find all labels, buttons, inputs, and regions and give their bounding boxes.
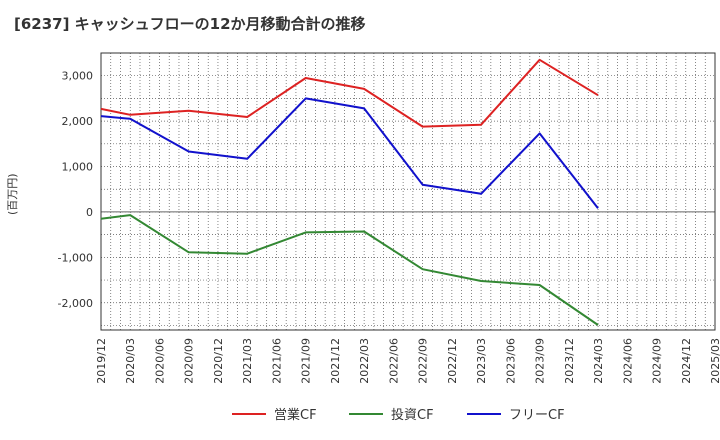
x-tick-label: 2021/12 <box>329 338 342 384</box>
x-tick-label: 2022/03 <box>358 338 371 384</box>
x-tick-label: 2025/03 <box>709 338 720 384</box>
legend-label-1: 営業CF <box>274 407 317 423</box>
y-tick-label: 0 <box>86 206 93 219</box>
x-tick-label: 2020/03 <box>124 338 137 384</box>
x-tick-label: 2021/09 <box>300 338 313 384</box>
legend-layer: 営業CF 投資CF フリーCF <box>232 407 565 423</box>
plot-frame <box>100 52 716 331</box>
x-tick-label: 2020/12 <box>212 338 225 384</box>
x-tick-label: 2021/03 <box>241 338 254 384</box>
series-line-2 <box>100 214 599 326</box>
y-tick-label: -1,000 <box>58 251 93 264</box>
y-tick-label: -2,000 <box>58 297 93 310</box>
x-tick-label: 2021/06 <box>270 338 283 384</box>
x-tick-label: 2019/12 <box>95 338 108 384</box>
y-tick-label: 3,000 <box>62 70 94 83</box>
legend-label-3: フリーCF <box>509 408 565 423</box>
series-line-1 <box>100 58 599 128</box>
axis-layer: -2,000 -1,000 0 1,000 2,000 3,000 2019/12 2020/… <box>58 52 720 384</box>
x-tick-label: 2024/06 <box>621 338 634 384</box>
y-tick-label: 1,000 <box>62 161 94 174</box>
x-tick-label: 2023/09 <box>534 338 547 384</box>
x-tick-label: 2022/12 <box>446 338 459 384</box>
x-tick-label: 2024/09 <box>651 338 664 384</box>
x-tick-label: 2022/06 <box>387 338 400 384</box>
series-line-3 <box>100 97 599 209</box>
legend-label-2: 投資CF <box>391 407 434 423</box>
grid-layer <box>101 52 715 330</box>
chart-title: [6237] キャッシュフローの12か月移動合計の推移 <box>14 15 366 33</box>
x-tick-label: 2020/09 <box>183 338 196 384</box>
x-tick-label: 2023/03 <box>475 338 488 384</box>
series-layer <box>100 58 599 326</box>
x-tick-label: 2024/03 <box>592 338 605 384</box>
x-tick-label: 2020/06 <box>153 338 166 384</box>
x-tick-label: 2023/12 <box>563 338 576 384</box>
x-tick-label: 2022/09 <box>417 338 430 384</box>
x-tick-label: 2023/06 <box>504 338 517 384</box>
y-tick-label: 2,000 <box>62 115 94 128</box>
x-tick-label: 2024/12 <box>680 338 693 384</box>
